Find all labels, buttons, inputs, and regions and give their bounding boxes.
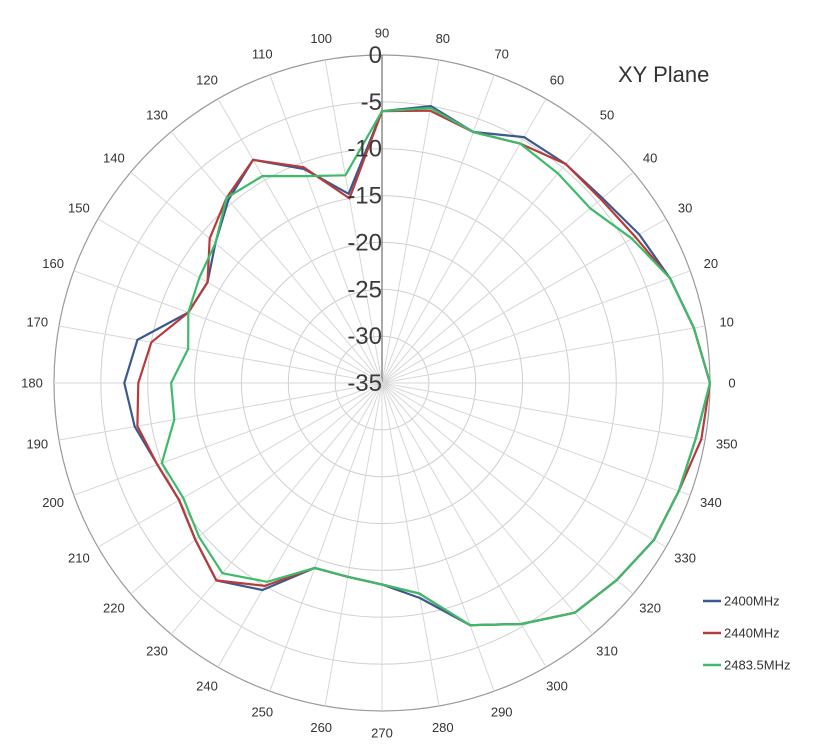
angle-tick-label: 60 bbox=[550, 72, 564, 87]
angle-tick-label: 280 bbox=[432, 720, 454, 735]
spoke bbox=[170, 131, 383, 384]
spoke bbox=[170, 382, 383, 635]
chart-title: XY Plane bbox=[618, 62, 709, 87]
angle-tick-label: 160 bbox=[42, 256, 64, 271]
spoke bbox=[73, 270, 383, 384]
radial-tick-label: -15 bbox=[347, 183, 382, 210]
angle-tick-label: 40 bbox=[643, 151, 657, 166]
radial-tick-labels: 0 -5 -10 -15 -20 -25 -30 -35 bbox=[347, 42, 382, 397]
spoke bbox=[217, 98, 383, 384]
angle-tick-label: 320 bbox=[639, 601, 661, 616]
angle-tick-label: 270 bbox=[371, 726, 393, 741]
radial-tick-label: -30 bbox=[347, 323, 382, 350]
angle-tick-label: 120 bbox=[196, 72, 218, 87]
series-layer bbox=[123, 104, 712, 627]
legend-label: 2440MHz bbox=[724, 626, 780, 641]
spoke bbox=[381, 382, 495, 692]
spoke bbox=[269, 74, 383, 384]
angle-tick-label: 70 bbox=[494, 47, 508, 62]
series-line bbox=[160, 106, 712, 627]
spoke bbox=[97, 218, 383, 384]
angle-tick-label: 220 bbox=[103, 601, 125, 616]
spoke bbox=[381, 382, 634, 595]
angular-spokes bbox=[54, 55, 710, 711]
legend-label: 2400MHz bbox=[724, 594, 780, 609]
angle-tick-label: 0 bbox=[728, 376, 735, 391]
spoke bbox=[58, 325, 383, 384]
spoke bbox=[381, 382, 594, 635]
radial-tick-label: 0 bbox=[369, 42, 382, 69]
spoke bbox=[381, 171, 634, 384]
angle-tick-label: 150 bbox=[68, 201, 90, 216]
angle-tick-label: 240 bbox=[196, 679, 218, 694]
radial-tick-label: -20 bbox=[347, 229, 382, 256]
angle-tick-label: 90 bbox=[375, 26, 389, 41]
spoke bbox=[381, 382, 440, 707]
spoke bbox=[381, 382, 667, 548]
radial-tick-label: -10 bbox=[347, 136, 382, 163]
spoke bbox=[381, 74, 495, 384]
legend-label: 2483.5MHz bbox=[724, 658, 790, 673]
angle-tick-label: 350 bbox=[716, 436, 738, 451]
spoke bbox=[324, 382, 383, 707]
spoke bbox=[381, 98, 547, 384]
angle-tick-label: 180 bbox=[21, 376, 43, 391]
angle-tick-label: 200 bbox=[42, 495, 64, 510]
spoke bbox=[324, 59, 383, 384]
angle-tick-label: 100 bbox=[310, 31, 332, 46]
spoke bbox=[130, 171, 383, 384]
spoke bbox=[269, 382, 383, 692]
angle-tick-label: 290 bbox=[491, 704, 513, 719]
angle-tick-label: 10 bbox=[719, 315, 733, 330]
spoke bbox=[73, 382, 383, 496]
angle-tick-label: 80 bbox=[436, 31, 450, 46]
spoke bbox=[381, 382, 706, 441]
spoke bbox=[381, 59, 440, 384]
angle-tick-label: 30 bbox=[678, 201, 692, 216]
radial-tick-label: -35 bbox=[347, 370, 382, 397]
angle-tick-labels: 0 10 20 30 40 50 60 70 80 90 100 110 120 130 140 150 160… bbox=[21, 26, 737, 741]
legend: 2400MHz 2440MHz 2483.5MHz bbox=[703, 594, 790, 673]
radial-tick-label: -5 bbox=[361, 89, 382, 116]
angle-tick-label: 110 bbox=[252, 47, 273, 62]
spoke bbox=[58, 382, 383, 441]
angle-tick-label: 20 bbox=[704, 256, 718, 271]
angle-tick-label: 170 bbox=[26, 315, 48, 330]
angle-tick-label: 230 bbox=[146, 644, 168, 659]
angle-tick-label: 310 bbox=[596, 644, 618, 659]
spoke bbox=[381, 218, 667, 384]
angle-tick-label: 340 bbox=[700, 495, 722, 510]
angle-tick-label: 330 bbox=[674, 551, 696, 566]
angle-tick-label: 260 bbox=[310, 720, 332, 735]
angle-tick-label: 130 bbox=[146, 107, 168, 122]
spoke bbox=[217, 382, 383, 668]
spoke bbox=[381, 131, 594, 384]
spoke bbox=[97, 382, 383, 548]
radial-tick-label: -25 bbox=[347, 276, 382, 303]
angle-tick-label: 190 bbox=[26, 436, 48, 451]
angle-tick-label: 140 bbox=[103, 151, 125, 166]
spoke bbox=[381, 382, 691, 496]
spoke bbox=[381, 382, 547, 668]
angle-tick-label: 250 bbox=[251, 704, 273, 719]
spoke bbox=[381, 325, 706, 384]
angle-tick-label: 210 bbox=[68, 551, 90, 566]
angle-tick-label: 50 bbox=[600, 107, 614, 122]
spoke bbox=[381, 270, 691, 384]
angle-tick-label: 300 bbox=[546, 679, 568, 694]
spoke bbox=[130, 382, 383, 595]
